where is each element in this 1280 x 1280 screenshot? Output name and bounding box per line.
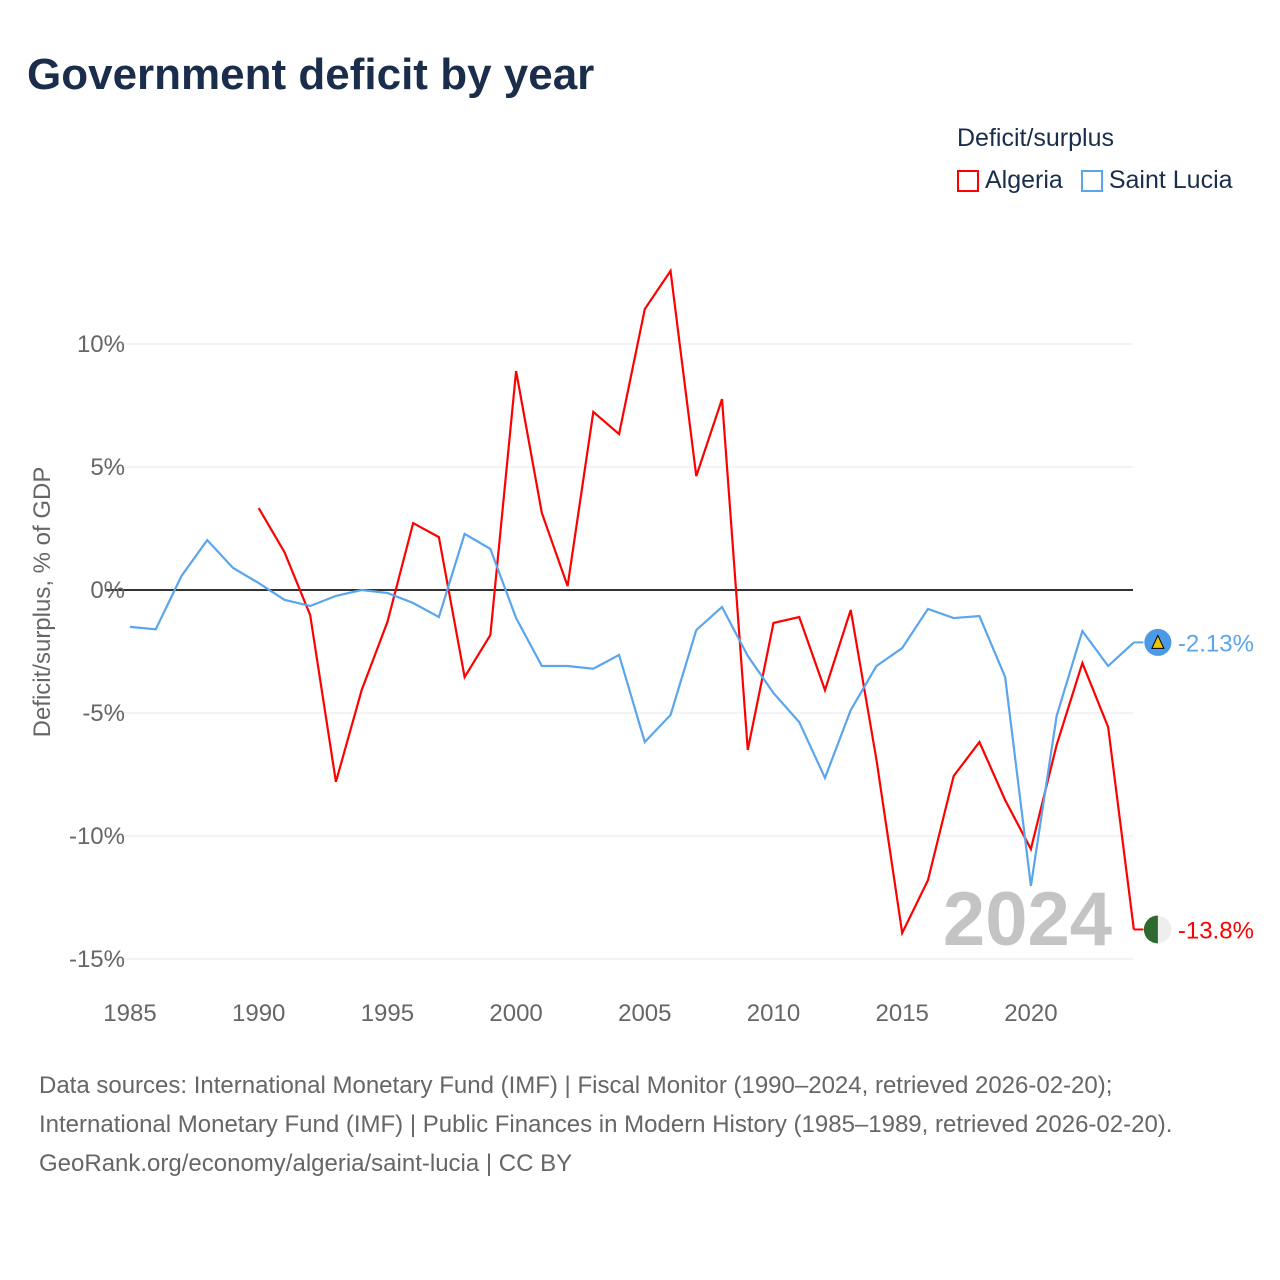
legend-label: Saint Lucia bbox=[1108, 166, 1233, 194]
x-tick-label: 1995 bbox=[361, 1000, 414, 1027]
flag-icon-half bbox=[1143, 915, 1158, 944]
y-tick-label: -10% bbox=[69, 823, 125, 850]
legend: Algeria Saint Lucia bbox=[957, 166, 1233, 195]
x-tick-label: 2020 bbox=[1004, 1000, 1057, 1027]
data-sources: Data sources: International Monetary Fun… bbox=[39, 1072, 1173, 1138]
legend-title: Deficit/surplus bbox=[957, 124, 1114, 152]
series-line-saint-lucia bbox=[129, 532, 1135, 887]
source-link[interactable]: GeoRank.org/economy/algeria/saint-lucia … bbox=[39, 1150, 573, 1177]
legend-swatch-saint-lucia bbox=[1080, 169, 1103, 192]
x-tick-label: 1985 bbox=[103, 1000, 156, 1027]
footer: Data sources: International Monetary Fun… bbox=[39, 1066, 1239, 1183]
end-value-label-algeria: -13.8% bbox=[1178, 917, 1254, 944]
legend-item-algeria[interactable]: Algeria bbox=[957, 166, 1063, 195]
y-axis-label: Deficit/surplus, % of GDP bbox=[29, 467, 56, 738]
legend-item-saint-lucia[interactable]: Saint Lucia bbox=[1080, 166, 1233, 195]
x-tick-label: 1990 bbox=[232, 1000, 285, 1027]
y-tick-label: 0% bbox=[90, 577, 125, 604]
x-tick-label: 2015 bbox=[876, 1000, 929, 1027]
chart-title: Government deficit by year bbox=[27, 50, 595, 99]
y-tick-label: -5% bbox=[82, 700, 125, 727]
y-tick-label: -15% bbox=[69, 946, 125, 973]
y-tick-label: 5% bbox=[90, 454, 125, 481]
x-tick-label: 2005 bbox=[618, 1000, 671, 1027]
x-tick-label: 2010 bbox=[747, 1000, 800, 1027]
flag-icon-triangle bbox=[1151, 634, 1165, 649]
series-line-algeria bbox=[257, 267, 1135, 937]
legend-label: Algeria bbox=[985, 166, 1063, 194]
x-tick-label: 2000 bbox=[489, 1000, 542, 1027]
y-tick-label: 10% bbox=[77, 331, 125, 358]
legend-swatch-algeria bbox=[957, 169, 979, 192]
year-watermark: 2024 bbox=[943, 877, 1112, 962]
end-value-label-saint-lucia: -2.13% bbox=[1178, 630, 1254, 657]
